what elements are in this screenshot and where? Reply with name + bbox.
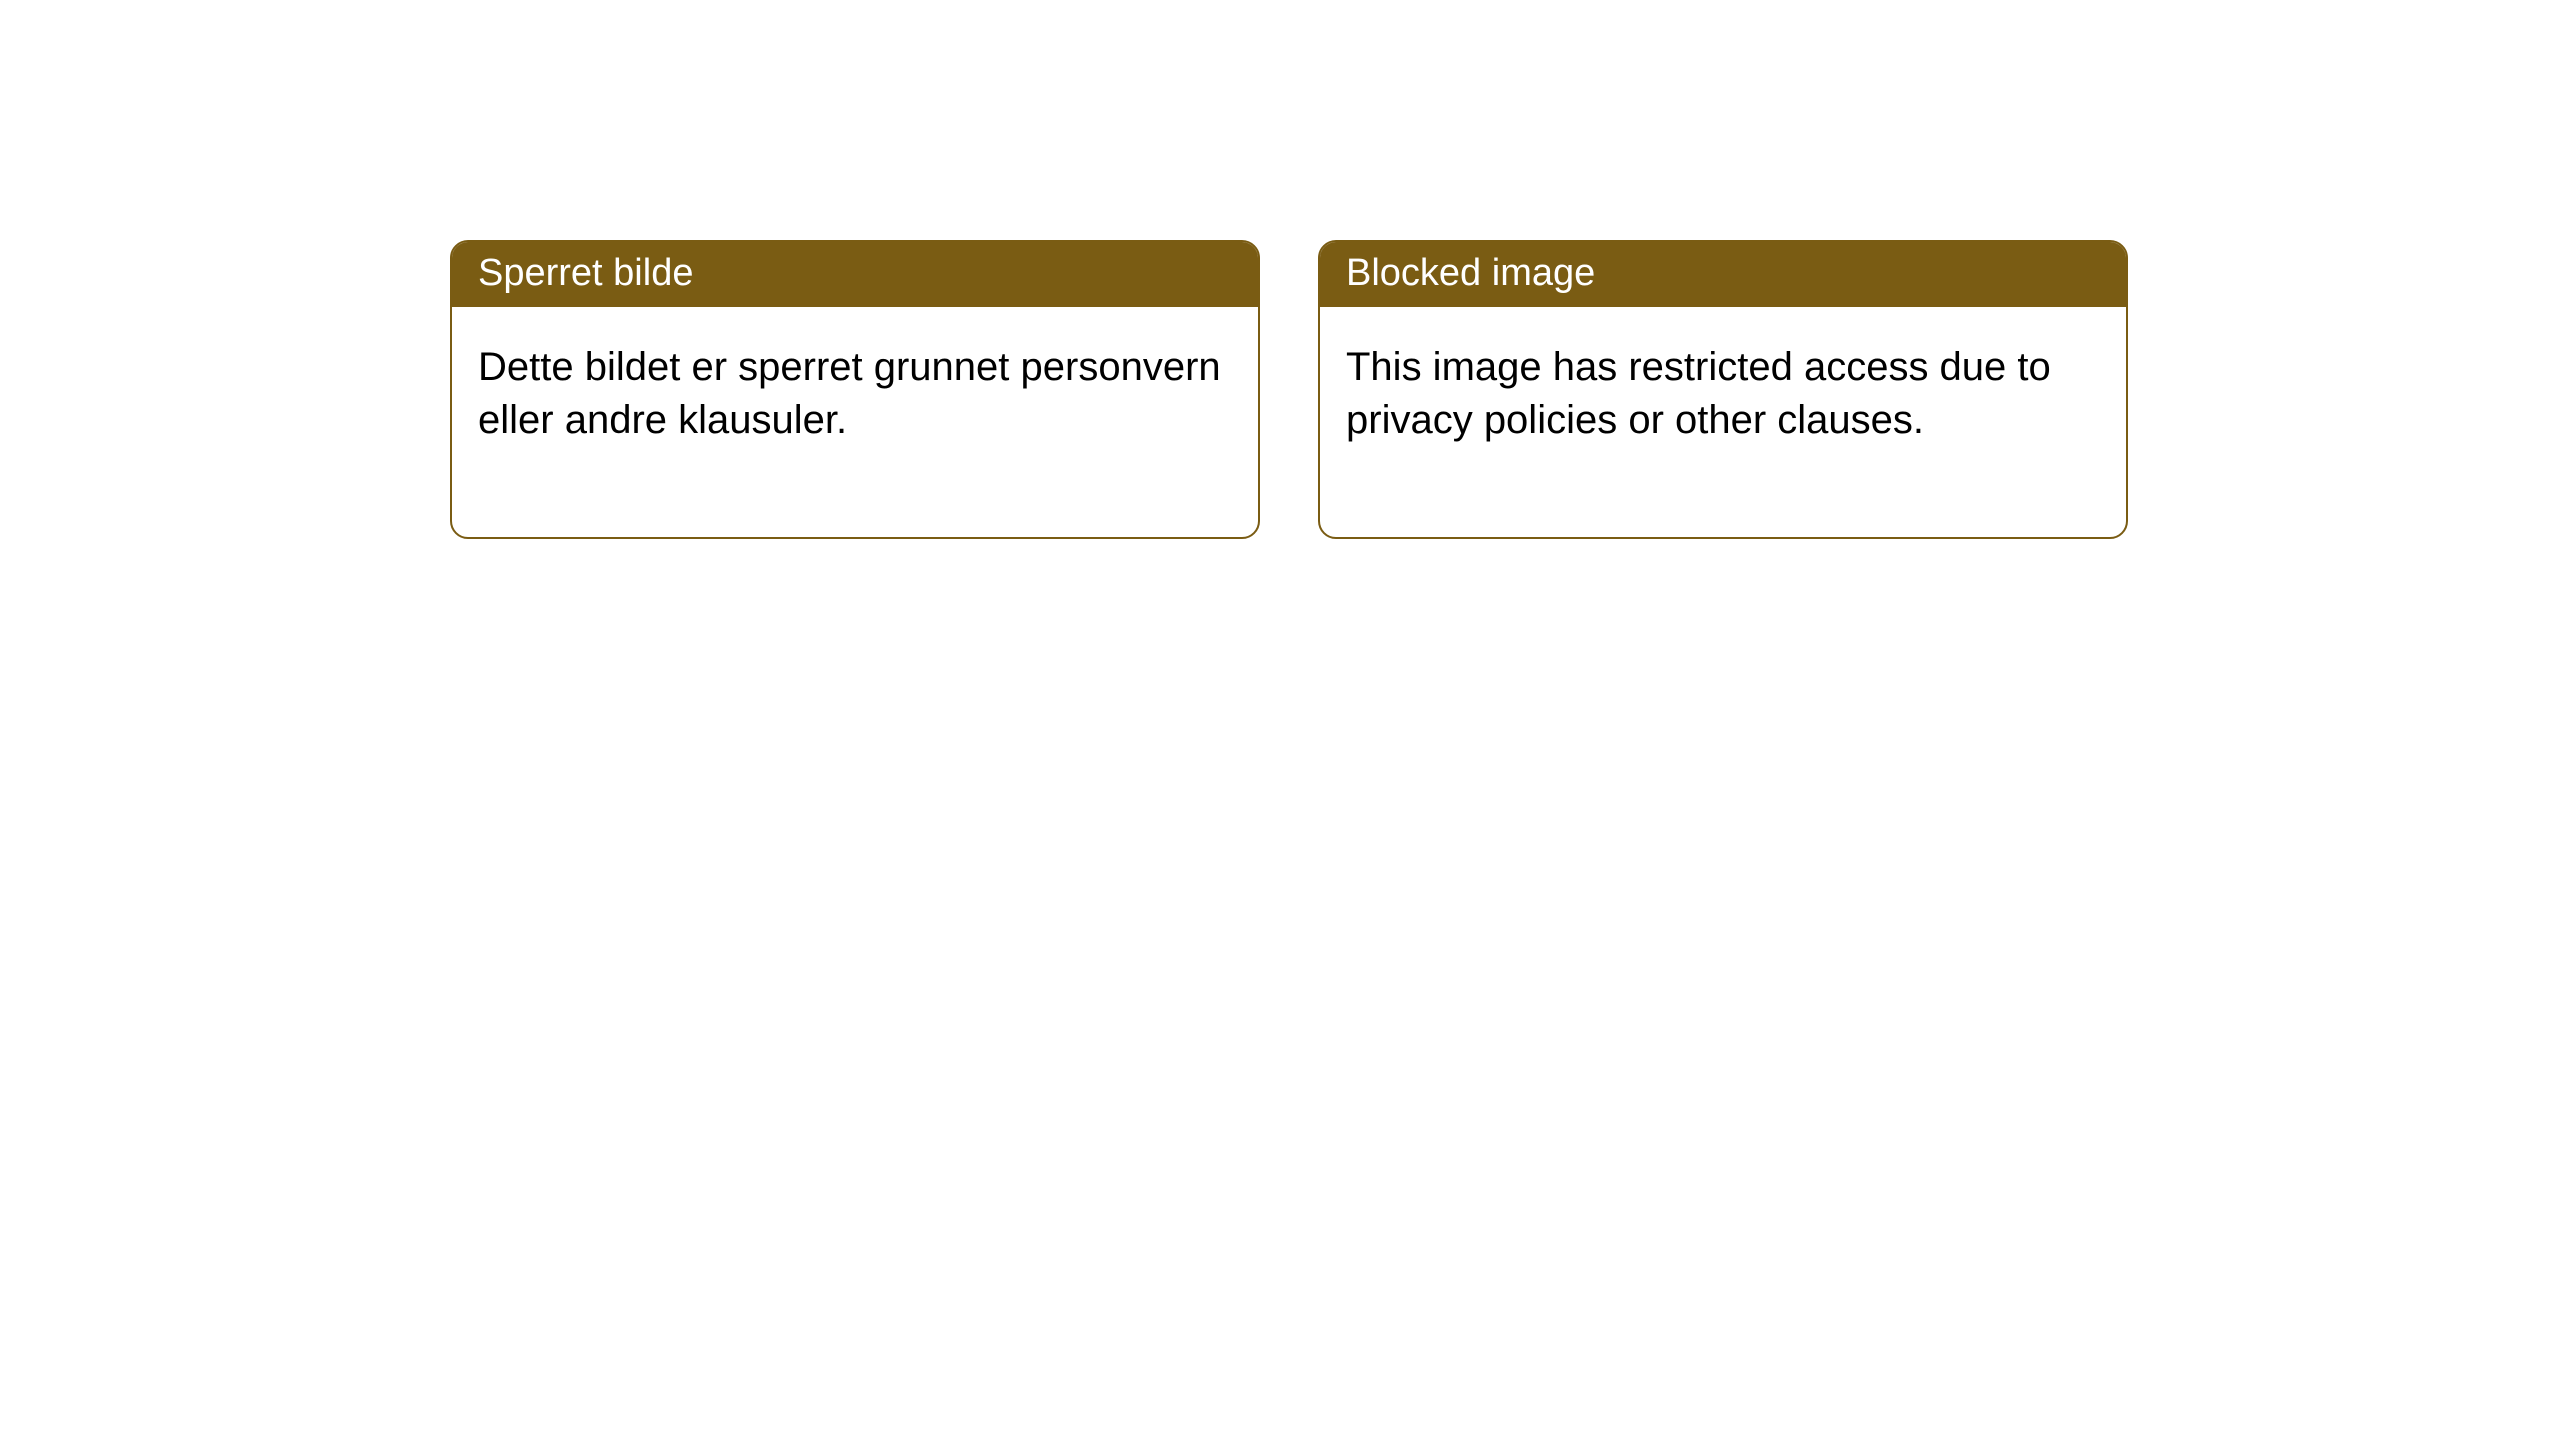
card-body-text: This image has restricted access due to … bbox=[1320, 307, 2126, 537]
notice-card-norwegian: Sperret bilde Dette bildet er sperret gr… bbox=[450, 240, 1260, 539]
card-title: Sperret bilde bbox=[452, 242, 1258, 307]
notice-card-english: Blocked image This image has restricted … bbox=[1318, 240, 2128, 539]
card-body-text: Dette bildet er sperret grunnet personve… bbox=[452, 307, 1258, 537]
card-title: Blocked image bbox=[1320, 242, 2126, 307]
notice-container: Sperret bilde Dette bildet er sperret gr… bbox=[0, 0, 2560, 539]
